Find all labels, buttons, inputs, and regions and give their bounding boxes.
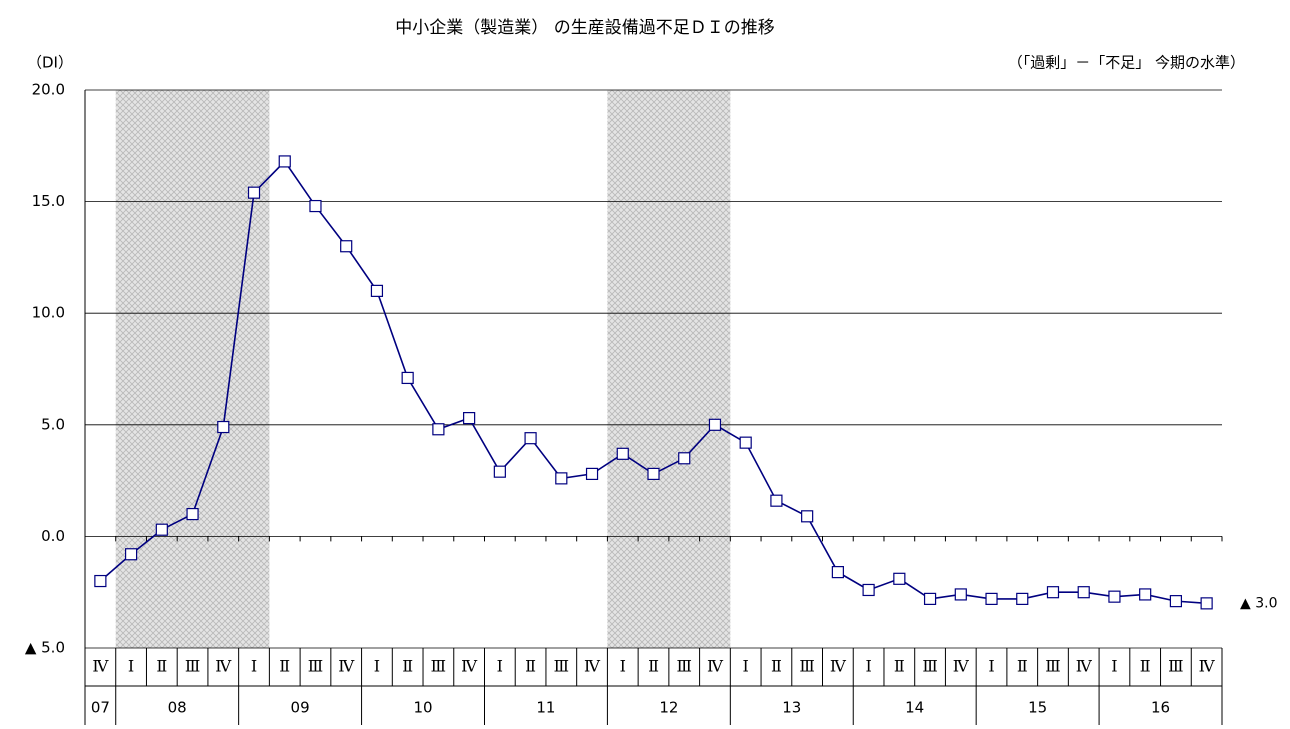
x-tick-label: Ⅰ <box>988 657 994 676</box>
x-tick-label: Ⅲ <box>799 657 814 676</box>
x-tick-label: Ⅱ <box>156 657 167 676</box>
x-tick-label: Ⅰ <box>1111 657 1117 676</box>
x-tick-label: Ⅱ <box>1140 657 1151 676</box>
data-point <box>94 574 107 588</box>
x-tick-label: Ⅰ <box>251 657 257 676</box>
x-tick-label: Ⅲ <box>677 657 692 676</box>
year-label: 15 <box>1028 699 1047 717</box>
data-point <box>616 447 629 460</box>
x-tick-label: Ⅲ <box>922 657 937 676</box>
data-point <box>1108 590 1121 603</box>
data-point <box>801 510 814 523</box>
year-label: 11 <box>536 699 555 717</box>
data-point <box>309 199 322 213</box>
year-label: 14 <box>905 699 924 717</box>
x-tick-label: Ⅳ <box>830 657 847 676</box>
x-tick-label: Ⅳ <box>584 657 601 676</box>
x-tick-label: Ⅳ <box>1076 657 1093 676</box>
data-point <box>893 572 906 585</box>
data-point <box>923 592 937 605</box>
x-tick-label: Ⅱ <box>279 657 290 676</box>
data-point <box>954 588 967 601</box>
x-tick-label: Ⅲ <box>308 657 323 676</box>
x-tick-label: Ⅳ <box>1199 657 1216 676</box>
x-tick-label: Ⅳ <box>953 657 970 676</box>
data-point <box>739 436 752 449</box>
x-tick-label: Ⅰ <box>743 657 749 676</box>
data-point <box>463 412 476 425</box>
shaded-period <box>607 90 731 648</box>
year-label: 08 <box>168 699 187 717</box>
data-point <box>647 467 660 481</box>
data-point <box>524 432 537 445</box>
chart-title: 中小企業（製造業） の生産設備過不足ＤＩの推移 <box>395 18 774 38</box>
y-tick-label: 0.0 <box>41 527 65 545</box>
data-point <box>555 472 568 485</box>
data-point <box>124 548 138 561</box>
x-tick-label: Ⅱ <box>402 657 413 676</box>
y-axis-label: （DI） <box>27 54 73 72</box>
data-point <box>401 371 414 385</box>
y-tick-label: ▲ 5.0 <box>25 639 65 657</box>
year-label: 12 <box>659 699 678 717</box>
x-tick-label: Ⅱ <box>771 657 782 676</box>
data-point <box>1169 595 1183 608</box>
year-label: 16 <box>1151 699 1170 717</box>
y-tick-label: 20.0 <box>32 81 65 99</box>
x-tick-label: Ⅲ <box>554 657 569 676</box>
data-point <box>1046 586 1060 599</box>
data-point <box>1139 588 1152 601</box>
y-tick-label: 5.0 <box>41 415 65 433</box>
x-tick-label: Ⅰ <box>128 657 134 676</box>
data-point <box>247 186 261 199</box>
data-point <box>493 465 506 478</box>
data-point <box>985 592 998 605</box>
x-tick-label: Ⅲ <box>1045 657 1060 676</box>
x-tick-label: Ⅲ <box>185 657 200 676</box>
x-tick-label: Ⅰ <box>620 657 626 676</box>
year-label: 09 <box>291 699 310 717</box>
data-point <box>708 418 722 431</box>
subtitle: （「過剰」－「不足」 今期の水準） <box>1008 54 1245 72</box>
data-point <box>1200 597 1213 610</box>
data-point <box>155 523 168 536</box>
x-tick-label: Ⅱ <box>525 657 536 676</box>
shaded-period <box>115 90 270 648</box>
data-point <box>1077 586 1090 599</box>
year-label: 13 <box>782 699 801 717</box>
x-tick-label: Ⅱ <box>894 657 905 676</box>
data-point <box>340 240 353 253</box>
x-tick-label: Ⅳ <box>92 657 109 676</box>
x-tick-label: Ⅳ <box>707 657 724 676</box>
data-point <box>370 284 384 297</box>
data-point <box>585 467 599 481</box>
data-point <box>432 423 445 436</box>
x-tick-label: Ⅰ <box>865 657 871 676</box>
y-tick-label: 15.0 <box>32 192 65 210</box>
x-tick-label: Ⅱ <box>1017 657 1028 676</box>
x-tick-label: Ⅲ <box>431 657 446 676</box>
data-point <box>278 155 291 168</box>
value-label: ▲ 3.0 <box>1240 595 1277 611</box>
data-point <box>186 507 199 521</box>
data-point <box>770 494 783 507</box>
data-point <box>862 583 875 597</box>
x-tick-label: Ⅲ <box>1168 657 1183 676</box>
y-tick-label: 10.0 <box>32 304 65 322</box>
x-tick-label: Ⅳ <box>338 657 355 676</box>
data-point <box>217 420 230 434</box>
data-point <box>831 566 844 579</box>
x-tick-label: Ⅱ <box>648 657 659 676</box>
x-tick-label: Ⅰ <box>374 657 380 676</box>
x-tick-label: Ⅳ <box>215 657 232 676</box>
data-point <box>678 452 691 465</box>
data-point <box>1016 592 1029 605</box>
year-label: 07 <box>91 699 110 717</box>
x-tick-label: Ⅰ <box>497 657 503 676</box>
year-label: 10 <box>413 699 432 717</box>
x-tick-label: Ⅳ <box>461 657 478 676</box>
